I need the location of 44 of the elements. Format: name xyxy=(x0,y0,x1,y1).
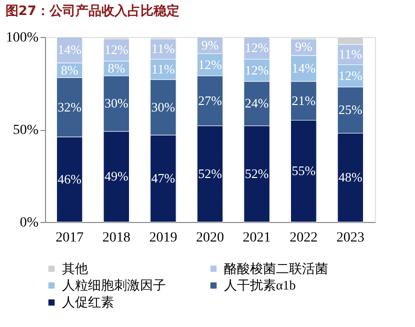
data-label: 12% xyxy=(244,62,269,78)
data-label: 52% xyxy=(198,166,222,181)
legend-label: 人干扰素α1b xyxy=(224,278,296,292)
data-label: 30% xyxy=(104,96,128,111)
y-tick-label: 50% xyxy=(12,123,39,138)
data-label: 8% xyxy=(108,60,126,76)
chart-title: 图27：公司产品收入占比稳定 xyxy=(5,3,180,19)
data-label: 25% xyxy=(338,102,363,118)
legend-label: 人促红素 xyxy=(62,294,114,310)
x-tick-label: 2022 xyxy=(290,230,318,246)
data-label: 12% xyxy=(104,42,128,57)
data-label: 24% xyxy=(244,96,269,111)
data-label: 9% xyxy=(294,39,312,54)
data-label: 11% xyxy=(338,46,362,62)
data-label: 14% xyxy=(292,60,316,76)
data-label: 48% xyxy=(338,170,363,185)
x-tick-label: 2018 xyxy=(102,230,130,246)
y-tick-label: 100% xyxy=(6,30,39,46)
data-label: 27% xyxy=(198,92,222,108)
data-label: 47% xyxy=(151,170,176,186)
data-label: 11% xyxy=(152,61,176,76)
x-tick-label: 2021 xyxy=(242,230,271,246)
data-label: 30% xyxy=(151,99,176,114)
data-label: 12% xyxy=(338,68,363,83)
data-label: 49% xyxy=(104,168,128,184)
data-label: 55% xyxy=(292,163,316,178)
data-label: 12% xyxy=(244,40,269,56)
x-tick-label: 2017 xyxy=(56,230,84,246)
data-label: 14% xyxy=(58,42,82,57)
legend-label: 人粒细胞刺激因子 xyxy=(62,278,166,292)
data-label: 52% xyxy=(244,166,269,181)
data-label: 8% xyxy=(60,62,78,78)
legend-label: 酪酸梭菌二联活菌 xyxy=(224,260,328,276)
data-label: 21% xyxy=(292,92,316,108)
data-label: 12% xyxy=(198,56,222,72)
x-tick-label: 2023 xyxy=(336,230,364,246)
y-tick-label: 0% xyxy=(20,216,39,230)
x-tick-label: 2020 xyxy=(196,230,224,246)
data-label: 32% xyxy=(58,99,82,114)
x-tick-label: 2019 xyxy=(149,230,178,246)
data-label: 46% xyxy=(58,171,82,186)
legend-label: 其他 xyxy=(62,260,88,276)
data-label: 9% xyxy=(201,37,219,52)
data-label: 11% xyxy=(152,41,176,56)
